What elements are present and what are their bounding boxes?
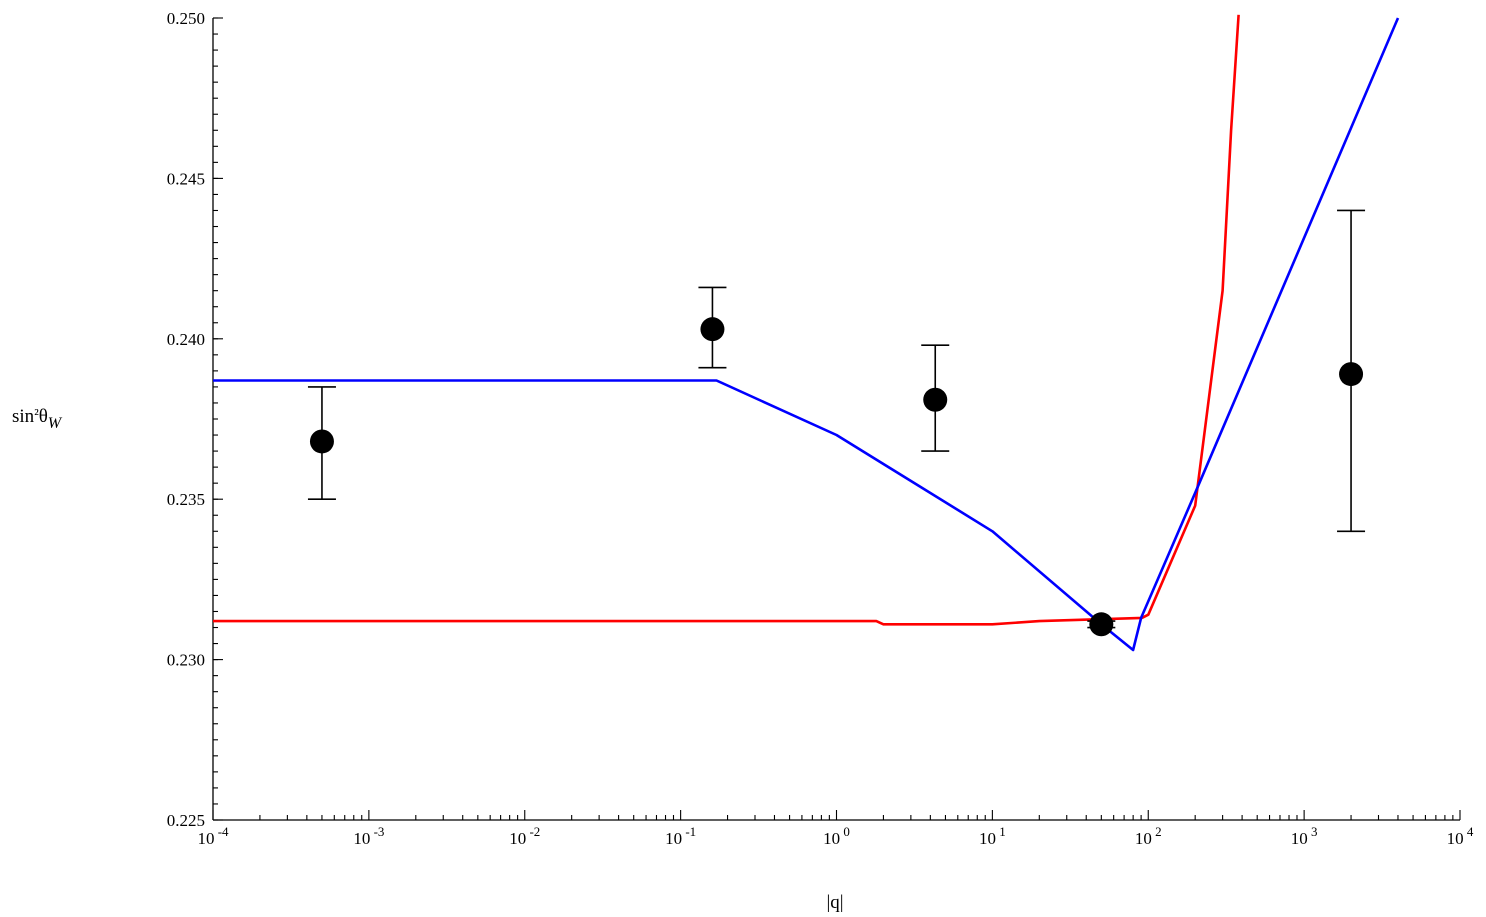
y-axis-label: sin²θW bbox=[12, 406, 63, 432]
x-tick-exponent: 4 bbox=[1464, 824, 1474, 839]
y-tick-label: 0.225 bbox=[167, 811, 205, 830]
data-marker bbox=[1339, 362, 1364, 387]
series-line-1 bbox=[213, 14, 1240, 626]
x-tick-base: 10 bbox=[1135, 829, 1152, 848]
x-tick-exponent: 0 bbox=[840, 824, 850, 839]
x-tick-base: 10 bbox=[1447, 829, 1464, 848]
x-tick-base: 10 bbox=[353, 829, 370, 848]
x-tick-label: 10 1 bbox=[979, 824, 1006, 848]
data-marker bbox=[700, 317, 725, 342]
x-tick-exponent: -4 bbox=[214, 824, 229, 839]
axes bbox=[212, 18, 1460, 821]
series-line-2 bbox=[213, 17, 1400, 652]
x-tick-base: 10 bbox=[979, 829, 996, 848]
x-tick-base: 10 bbox=[197, 829, 214, 848]
x-tick-label: 10 0 bbox=[823, 824, 850, 848]
y-tick-label: 0.230 bbox=[167, 651, 205, 670]
x-tick-exponent: 2 bbox=[1152, 824, 1162, 839]
x-tick-base: 10 bbox=[509, 829, 526, 848]
x-tick-label: 10 -1 bbox=[665, 824, 696, 848]
x-tick-base: 10 bbox=[1291, 829, 1308, 848]
data-point-5 bbox=[1337, 209, 1366, 533]
points-layer bbox=[307, 209, 1366, 637]
x-tick-label: 10 -2 bbox=[509, 824, 540, 848]
data-point-1 bbox=[307, 386, 336, 501]
x-tick-exponent: -3 bbox=[370, 824, 384, 839]
data-point-3 bbox=[921, 344, 950, 452]
data-marker bbox=[923, 387, 948, 412]
y-tick-label: 0.245 bbox=[167, 169, 205, 188]
y-tick-label: 0.235 bbox=[167, 490, 205, 509]
y-ticks: 0.225 0.230 0.235 0.240 0.245 0.250 bbox=[167, 9, 223, 830]
x-tick-exponent: -1 bbox=[682, 824, 696, 839]
x-tick-label: 10 -4 bbox=[197, 824, 229, 848]
x-tick-base: 10 bbox=[665, 829, 682, 848]
data-marker bbox=[309, 429, 334, 454]
x-tick-label: 10 -3 bbox=[353, 824, 384, 848]
x-tick-exponent: 3 bbox=[1308, 824, 1318, 839]
x-axis-label: |q| bbox=[826, 892, 843, 913]
x-tick-exponent: -2 bbox=[526, 824, 540, 839]
y-tick-label: 0.250 bbox=[167, 9, 205, 28]
data-point-4 bbox=[1087, 612, 1116, 637]
series-layer bbox=[213, 14, 1400, 652]
x-tick-label: 10 3 bbox=[1291, 824, 1318, 848]
x-ticks: 10 -4 10 -3 10 -2 10 -1 10 0 10 1 10 2 10 3 10 4 bbox=[197, 810, 1474, 848]
x-tick-label: 10 2 bbox=[1135, 824, 1162, 848]
x-tick-base: 10 bbox=[823, 829, 840, 848]
y-tick-label: 0.240 bbox=[167, 330, 205, 349]
data-point-2 bbox=[698, 286, 727, 369]
x-tick-label: 10 4 bbox=[1447, 824, 1474, 848]
data-marker bbox=[1089, 612, 1114, 637]
x-tick-exponent: 1 bbox=[996, 824, 1006, 839]
